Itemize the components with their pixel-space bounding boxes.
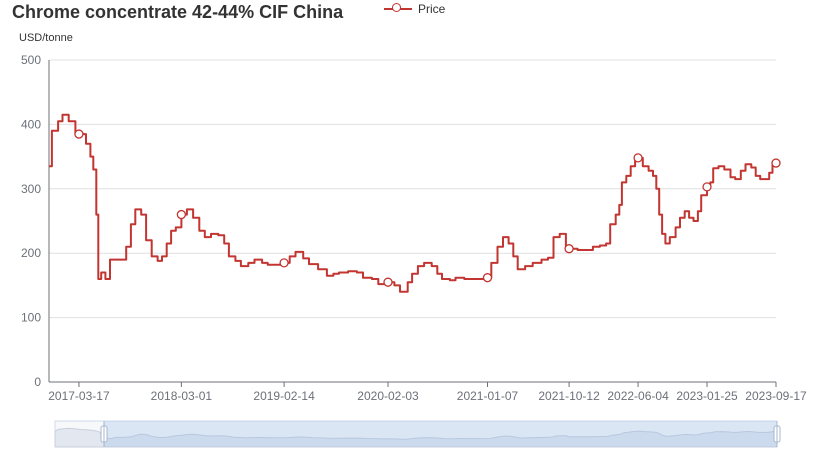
legend-series-label: Price (418, 2, 446, 16)
data-point-marker[interactable] (633, 153, 643, 163)
data-point-marker[interactable] (702, 182, 712, 192)
x-tick-label: 2021-10-12 (538, 389, 600, 403)
data-point-marker[interactable] (383, 277, 393, 287)
data-point-marker[interactable] (771, 158, 781, 168)
data-point-marker[interactable] (74, 129, 84, 139)
x-tick-label: 2018-03-01 (151, 389, 213, 403)
x-tick-label: 2022-06-04 (607, 389, 669, 403)
legend-series-marker (384, 2, 412, 16)
data-point-marker[interactable] (564, 244, 574, 254)
price-series-line (49, 113, 777, 293)
y-tick-label: 0 (34, 375, 41, 389)
x-tick-label: 2019-02-14 (253, 389, 315, 403)
y-tick-label: 500 (21, 53, 41, 67)
x-tick-label: 2023-09-17 (745, 389, 807, 403)
zoom-slider-preview (54, 427, 778, 448)
data-point-marker[interactable] (279, 258, 289, 268)
x-tick-label: 2023-01-25 (676, 389, 738, 403)
y-tick-label: 300 (21, 182, 41, 196)
y-tick-label: 100 (21, 311, 41, 325)
data-point-marker[interactable] (176, 209, 187, 220)
legend[interactable]: Price (384, 2, 445, 16)
y-axis-label: USD/tonne (19, 32, 73, 44)
data-point-marker[interactable] (482, 273, 493, 283)
x-tick-label: 2017-03-17 (48, 389, 110, 403)
zoom-slider-window[interactable] (104, 421, 777, 447)
y-tick-label: 400 (21, 117, 41, 131)
x-tick-label: 2021-01-07 (457, 389, 519, 403)
x-tick-label: 2020-02-03 (357, 389, 419, 403)
chart-title: Chrome concentrate 42-44% CIF China (12, 2, 344, 22)
y-tick-label: 200 (21, 246, 41, 260)
